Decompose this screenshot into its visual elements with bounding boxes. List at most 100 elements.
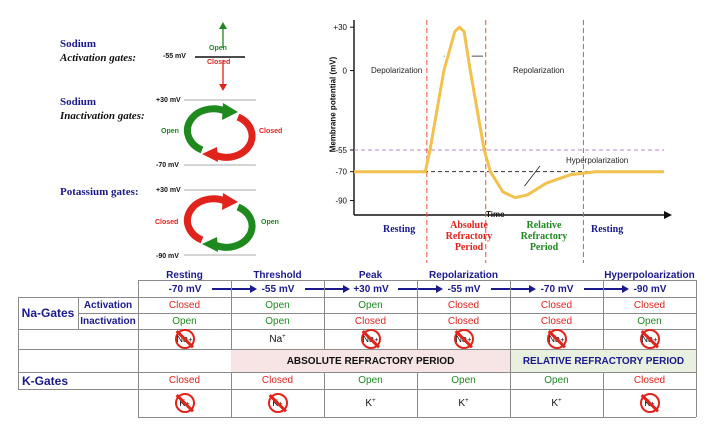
stage-name: Peak xyxy=(358,269,383,281)
stage-name: Resting xyxy=(166,269,203,281)
k-state: Closed xyxy=(168,375,201,386)
inactivation-open-label: Open xyxy=(161,128,179,135)
blocked-ion-icon: Na + xyxy=(453,329,474,349)
stage-mv: -55 mV xyxy=(447,283,481,295)
potassium-closed-label: Closed xyxy=(155,219,179,226)
sodium-inactivation-title: Sodium xyxy=(60,96,97,108)
na-gates-label: Na-Gates xyxy=(21,306,75,320)
blocked-ion-icon: Na + xyxy=(360,329,381,349)
y-tick-label: +30 xyxy=(333,23,347,32)
ion-symbol: Na + xyxy=(269,333,286,345)
activation-gate-icon xyxy=(195,22,245,91)
k-ion-cell: K + xyxy=(138,389,231,417)
inactivation-state: Open xyxy=(172,315,197,327)
activation-closed-label: Closed xyxy=(207,59,231,66)
activation-state: Open xyxy=(358,299,383,311)
grid-h-6 xyxy=(18,389,696,390)
stage-name: Hyperpoloarization xyxy=(604,269,695,281)
activation-state: Closed xyxy=(540,299,573,311)
action-potential-chart: +30 0 -55 -70 -90 xyxy=(333,20,672,263)
activation-state: Closed xyxy=(633,299,666,311)
stage-arrow xyxy=(398,288,440,290)
sodium-activation-title: Sodium xyxy=(60,38,97,50)
stage-arrow xyxy=(584,288,626,290)
k-ion-cell: K + xyxy=(603,389,696,417)
y-axis-label: Membrane potential (mV) xyxy=(328,56,338,153)
grid-h-2 xyxy=(78,313,696,314)
inactivation-top-mv: +30 mV xyxy=(156,97,181,104)
inactivation-state: Open xyxy=(637,315,662,327)
stage-arrow-head xyxy=(622,285,629,293)
k-ion-cell: K + xyxy=(324,389,417,417)
stage-mv: -55 mV xyxy=(261,283,295,295)
potassium-title-text: Potassium gates: xyxy=(60,186,139,198)
ion-symbol: K + xyxy=(458,397,469,409)
sodium-activation-subtitle: Activation gates: xyxy=(60,52,137,64)
blocked-ion-icon: Na + xyxy=(639,329,660,349)
x-axis-arrow xyxy=(664,211,672,219)
grid-h-3 xyxy=(18,329,696,330)
activation-state: Closed xyxy=(447,299,480,311)
action-potential-line xyxy=(354,25,664,200)
stage-arrow-head xyxy=(436,285,443,293)
grid-v-col xyxy=(231,280,232,417)
phase-relative: Relative Refractory Period xyxy=(520,220,568,253)
grid-v-col xyxy=(417,280,418,417)
activation-open-label: Open xyxy=(209,45,227,52)
sodium-inactivation-subtitle: Inactivation gates: xyxy=(60,110,145,122)
k-state: Open xyxy=(544,375,569,386)
relative-refractory-band: RELATIVE REFRACTORY PERIOD xyxy=(511,350,696,372)
activation-mv-label: -55 mV xyxy=(163,53,186,60)
grid-v-col xyxy=(138,280,139,417)
stage-mv: -70 mV xyxy=(168,283,202,295)
grid-v-col xyxy=(696,280,697,417)
inactivation-cycle-icon xyxy=(183,99,256,166)
k-state: Closed xyxy=(633,375,666,386)
na-ion-cell: Na + xyxy=(138,329,231,349)
ion-symbol: K + xyxy=(551,397,562,409)
stage-mv: +30 mV xyxy=(353,283,389,295)
blocked-ion-icon: K + xyxy=(174,393,195,413)
inactivation-state: Closed xyxy=(354,315,387,327)
k-state: Closed xyxy=(261,375,294,386)
stage-arrow xyxy=(305,288,347,290)
grid-v-col xyxy=(603,280,604,417)
potassium-title: Potassium gates: xyxy=(60,186,139,198)
k-state: Open xyxy=(451,375,476,386)
stage-arrow xyxy=(491,288,533,290)
stage-mv: -90 mV xyxy=(633,283,667,295)
stage-arrow xyxy=(212,288,254,290)
chart-plot-area xyxy=(354,20,664,263)
blocked-ion-icon: Na + xyxy=(546,329,567,349)
stage-mv: -70 mV xyxy=(540,283,574,295)
ion-symbol: K + xyxy=(365,397,376,409)
y-tick-label: 0 xyxy=(343,67,348,76)
na-ion-cell: Na + xyxy=(231,329,324,349)
k-ion-cell: K + xyxy=(231,389,324,417)
na-ion-cell: Na + xyxy=(417,329,510,349)
grid-v-col xyxy=(324,280,325,417)
phase-absolute: Absolute Refractory Period xyxy=(445,220,493,253)
potassium-open-label: Open xyxy=(261,219,279,226)
phase-resting-2: Resting xyxy=(591,224,624,235)
na-ion-cell: Na + xyxy=(510,329,603,349)
stage-name: Repolarization xyxy=(429,269,498,281)
activation-label: Activation xyxy=(83,299,133,311)
phase-resting-1: Resting xyxy=(383,224,416,235)
y-tick-label: -70 xyxy=(335,168,347,177)
chart-axes: +30 0 -55 -70 -90 xyxy=(333,20,672,219)
blocked-ion-icon: K + xyxy=(639,393,660,413)
inactivation-closed-label: Closed xyxy=(259,128,283,135)
inactivation-state: Closed xyxy=(540,315,573,327)
stage-arrow-head xyxy=(529,285,536,293)
absolute-refractory-band: ABSOLUTE REFRACTORY PERIOD xyxy=(231,350,510,372)
grid-v-sub xyxy=(78,297,79,329)
grid-v-left xyxy=(18,297,19,389)
k-ion-cell: K + xyxy=(510,389,603,417)
stage-arrow-head xyxy=(343,285,350,293)
inactivation-state: Closed xyxy=(447,315,480,327)
blocked-ion-icon: Na + xyxy=(174,329,195,349)
k-gates-label: K-Gates xyxy=(22,373,69,388)
grid-v-col xyxy=(510,280,511,417)
activation-state: Open xyxy=(265,299,290,311)
